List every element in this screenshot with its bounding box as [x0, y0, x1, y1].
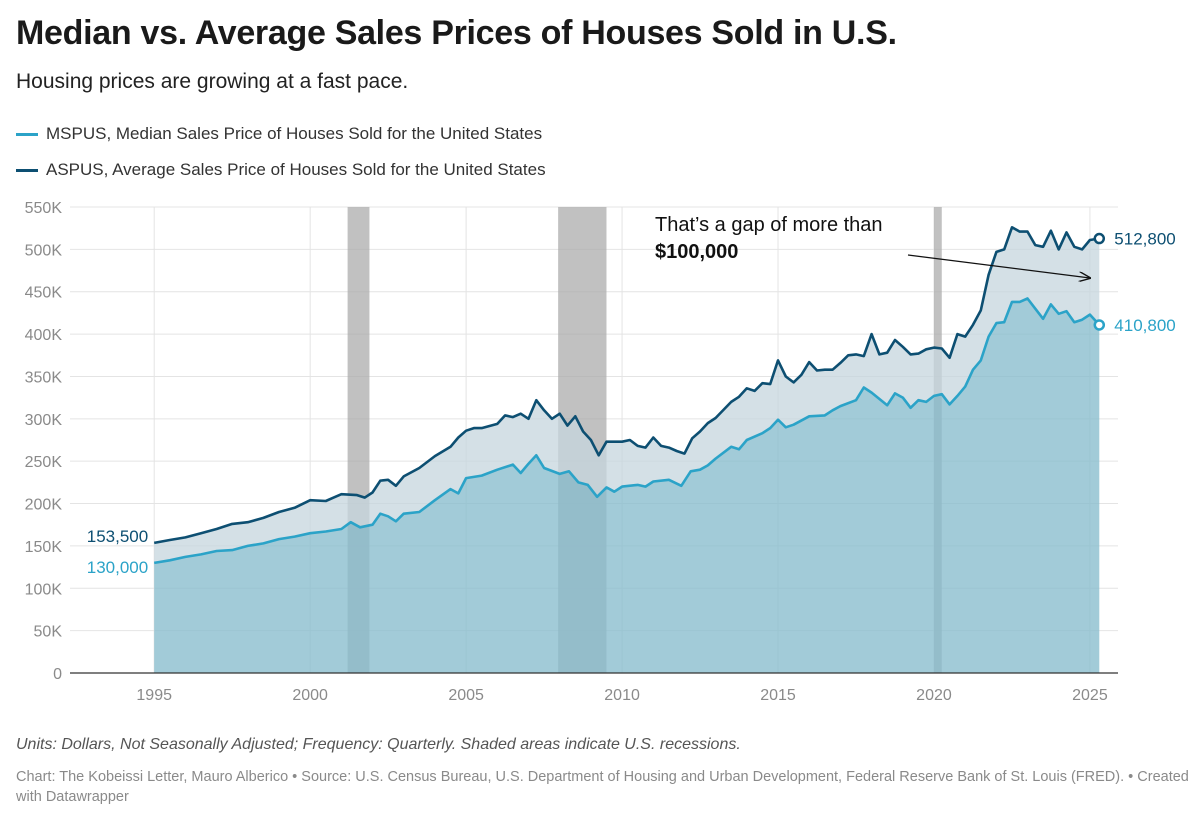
y-tick-label: 50K — [34, 624, 63, 641]
chart-notes: Units: Dollars, Not Seasonally Adjusted;… — [16, 736, 741, 753]
y-tick-label: 0 — [53, 666, 62, 683]
legend-item-average: ASPUS, Average Sales Price of Houses Sol… — [16, 152, 546, 188]
x-tick-label: 2025 — [1072, 687, 1108, 704]
series-lines — [153, 226, 1106, 565]
x-tick-label: 2005 — [448, 687, 484, 704]
y-tick-label: 350K — [25, 369, 63, 386]
legend: MSPUS, Median Sales Price of Houses Sold… — [16, 116, 546, 188]
average-end-label: 512,800 — [1114, 230, 1175, 249]
chart-title: Median vs. Average Sales Prices of House… — [16, 14, 897, 52]
x-tick-label: 2015 — [760, 687, 796, 704]
annotation: That’s a gap of more than $100,000 — [655, 214, 1090, 278]
y-tick-label: 400K — [25, 327, 63, 344]
legend-label-median: MSPUS, Median Sales Price of Houses Sold… — [46, 124, 543, 143]
y-tick-label: 250K — [25, 454, 63, 471]
value-labels: 153,500 130,000 512,800 410,800 — [87, 230, 1176, 577]
y-tick-label: 550K — [25, 200, 63, 217]
median-line — [153, 297, 1101, 565]
y-tick-label: 100K — [25, 581, 63, 598]
legend-swatch-median — [16, 132, 38, 136]
y-tick-label: 300K — [25, 412, 63, 429]
x-tick-label: 1995 — [136, 687, 172, 704]
area-fills — [154, 227, 1100, 673]
median-end-marker — [1093, 319, 1106, 331]
annotation-line-1: That’s a gap of more than — [655, 214, 883, 236]
annotation-line-2: $100,000 — [655, 241, 738, 263]
legend-swatch-average — [16, 168, 38, 172]
median-end-label: 410,800 — [1114, 316, 1175, 335]
gap-area — [154, 227, 1100, 563]
x-tick-label: 2010 — [604, 687, 640, 704]
x-tick-label: 2000 — [292, 687, 328, 704]
average-end-marker — [1093, 232, 1106, 245]
annotation-arrow — [907, 254, 1090, 278]
y-tick-label: 450K — [25, 285, 63, 302]
legend-item-median: MSPUS, Median Sales Price of Houses Sold… — [16, 116, 546, 152]
average-line — [153, 226, 1100, 545]
legend-label-average: ASPUS, Average Sales Price of Houses Sol… — [46, 160, 546, 179]
y-tick-label: 500K — [25, 242, 63, 259]
x-tick-label: 2020 — [916, 687, 952, 704]
chart-credit: Chart: The Kobeissi Letter, Mauro Alberi… — [16, 769, 1189, 805]
y-tick-label: 200K — [25, 497, 63, 514]
chart-subtitle: Housing prices are growing at a fast pac… — [16, 70, 409, 93]
axes: 0 50K 100K 150K 200K 250K 300K 350K 400K 450K 500K… — [25, 200, 1118, 704]
median-start-label: 130,000 — [87, 558, 148, 577]
median-area — [154, 298, 1100, 673]
y-tick-label: 150K — [25, 539, 63, 556]
average-start-label: 153,500 — [87, 527, 148, 546]
